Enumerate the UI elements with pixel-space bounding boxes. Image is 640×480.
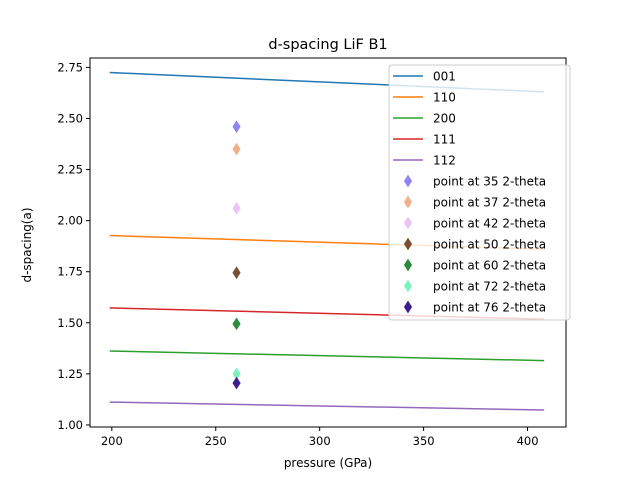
- y-axis-label: d-spacing(a): [20, 207, 34, 282]
- legend-label: point at 76 2-theta: [433, 301, 546, 315]
- legend-label: 110: [433, 91, 456, 105]
- x-tick-label: 250: [205, 434, 227, 448]
- legend-box: [388, 64, 571, 321]
- y-tick-label: 2.25: [57, 163, 83, 177]
- y-tick-label: 1.25: [57, 367, 83, 381]
- legend-label: point at 37 2-theta: [433, 196, 546, 210]
- legend-marker-5: [403, 258, 413, 272]
- legend-marker-1: [403, 174, 413, 188]
- legend-label: point at 72 2-theta: [433, 280, 546, 294]
- legend-marker-2: [403, 195, 413, 209]
- y-tick-label: 1.00: [57, 418, 83, 432]
- legend: 001 110 200 111 112 point at 35 2-theta point …: [388, 64, 571, 321]
- data-point-2: [232, 142, 241, 156]
- x-tick-label: 300: [309, 434, 331, 448]
- y-tick-label: 1.50: [57, 316, 83, 330]
- legend-marker-3: [403, 216, 413, 230]
- x-tick-label: 400: [517, 434, 539, 448]
- series-line-112: [109, 401, 545, 411]
- y-tick-label: 2.00: [57, 214, 83, 228]
- legend-marker-6: [403, 279, 413, 293]
- y-tick-label: 2.50: [57, 111, 83, 125]
- legend-label: 112: [433, 154, 456, 168]
- x-axis-label: pressure (GPa): [284, 456, 372, 470]
- legend-label: point at 42 2-theta: [433, 217, 546, 231]
- legend-label: 200: [433, 112, 456, 126]
- series-line-200: [109, 350, 545, 362]
- y-tick-label: 1.75: [57, 265, 83, 279]
- data-point-5: [232, 317, 241, 331]
- legend-marker-7: [403, 300, 413, 314]
- data-point-3: [232, 202, 241, 215]
- x-tick-label: 200: [101, 434, 123, 448]
- chart-title: d-spacing LiF B1: [268, 37, 387, 53]
- x-tick-label: 350: [413, 434, 435, 448]
- y-tick-label: 2.75: [57, 60, 83, 74]
- legend-label: point at 35 2-theta: [433, 175, 546, 189]
- plot-area: 200 250 300 350 400 1.00 1.25 1.50 1.75 2.00 2.25 2…: [57, 57, 567, 448]
- data-point-4: [232, 266, 241, 280]
- data-point-7: [232, 376, 241, 390]
- legend-label: 111: [433, 133, 456, 147]
- legend-marker-4: [403, 237, 413, 251]
- legend-label: point at 60 2-theta: [433, 259, 546, 273]
- legend-label: point at 50 2-theta: [433, 238, 546, 252]
- legend-label: 001: [433, 70, 456, 84]
- data-point-1: [232, 120, 241, 133]
